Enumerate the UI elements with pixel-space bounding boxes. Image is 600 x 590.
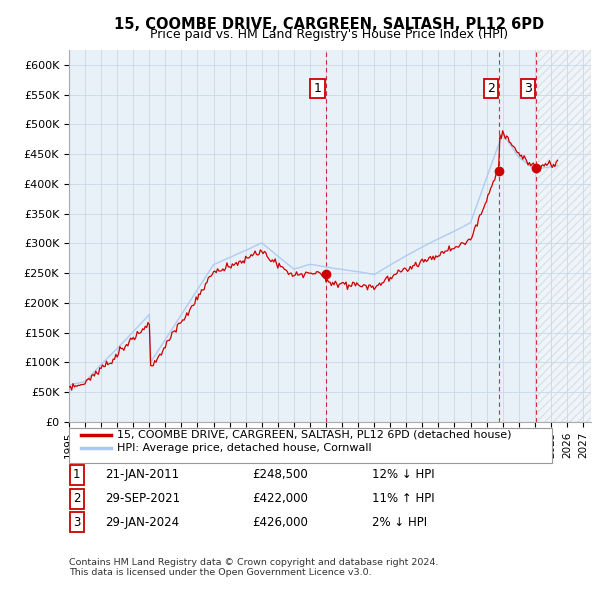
Text: £426,000: £426,000 xyxy=(252,516,308,529)
Text: 3: 3 xyxy=(524,83,532,96)
Text: 11% ↑ HPI: 11% ↑ HPI xyxy=(372,492,434,505)
Text: 2: 2 xyxy=(487,83,494,96)
Text: 29-JAN-2024: 29-JAN-2024 xyxy=(105,516,179,529)
Bar xyxy=(538,50,591,422)
Text: 1: 1 xyxy=(314,83,322,96)
Text: £248,500: £248,500 xyxy=(252,468,308,481)
Text: 2: 2 xyxy=(73,492,80,505)
Text: 12% ↓ HPI: 12% ↓ HPI xyxy=(372,468,434,481)
Text: 15, COOMBE DRIVE, CARGREEN, SALTASH, PL12 6PD: 15, COOMBE DRIVE, CARGREEN, SALTASH, PL1… xyxy=(114,17,544,31)
Text: HPI: Average price, detached house, Cornwall: HPI: Average price, detached house, Corn… xyxy=(117,444,371,453)
Text: 2% ↓ HPI: 2% ↓ HPI xyxy=(372,516,427,529)
Text: 15, COOMBE DRIVE, CARGREEN, SALTASH, PL12 6PD (detached house): 15, COOMBE DRIVE, CARGREEN, SALTASH, PL1… xyxy=(117,430,511,440)
Text: 21-JAN-2011: 21-JAN-2011 xyxy=(105,468,179,481)
Text: Contains HM Land Registry data © Crown copyright and database right 2024.
This d: Contains HM Land Registry data © Crown c… xyxy=(69,558,439,577)
Text: 3: 3 xyxy=(73,516,80,529)
Text: 29-SEP-2021: 29-SEP-2021 xyxy=(105,492,180,505)
Text: Price paid vs. HM Land Registry's House Price Index (HPI): Price paid vs. HM Land Registry's House … xyxy=(150,28,508,41)
Text: £422,000: £422,000 xyxy=(252,492,308,505)
Text: 1: 1 xyxy=(73,468,80,481)
Bar xyxy=(538,50,591,422)
